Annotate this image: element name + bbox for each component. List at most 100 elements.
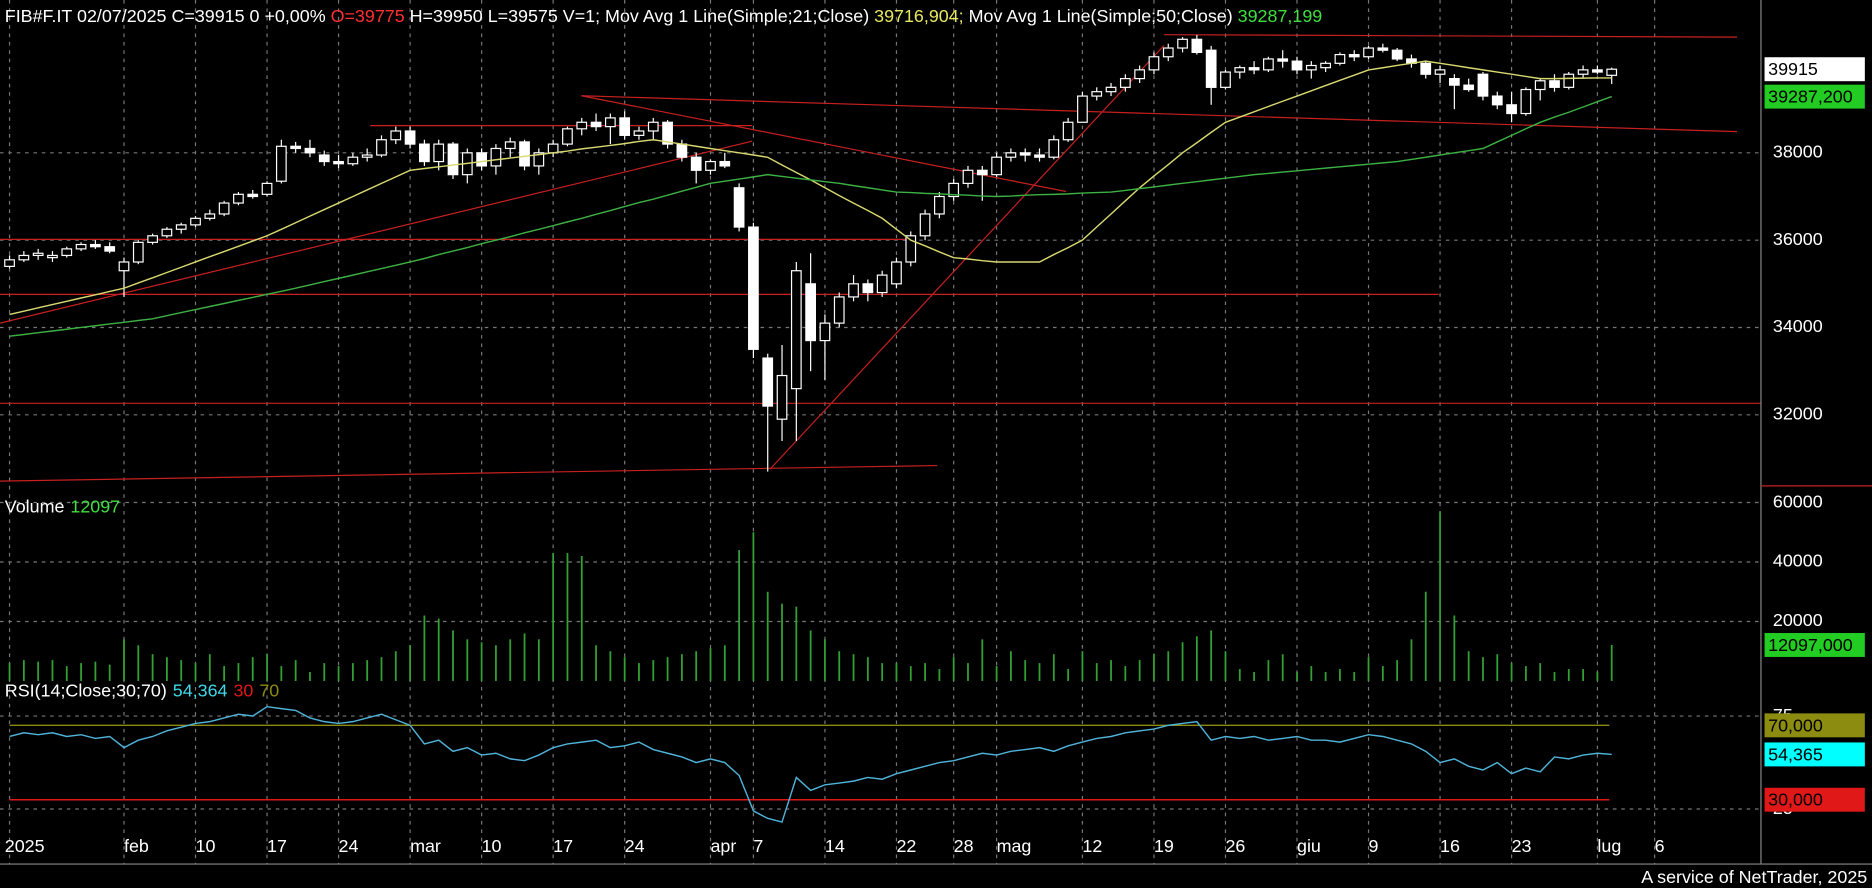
candle-body bbox=[1091, 91, 1103, 97]
trend-lines bbox=[0, 34, 1761, 482]
y-tick-label: 60000 bbox=[1773, 491, 1823, 511]
candle-body bbox=[905, 235, 917, 263]
candle-body bbox=[175, 224, 187, 230]
candle-body bbox=[919, 213, 931, 237]
x-tick-label: 17 bbox=[267, 836, 287, 856]
candle-body bbox=[948, 182, 960, 198]
candle-body bbox=[790, 270, 802, 390]
y-tick-label: 36000 bbox=[1773, 229, 1823, 249]
candle-body bbox=[962, 169, 974, 184]
candle-body bbox=[1534, 80, 1546, 91]
rsi-title-text: RSI(14;Close;30;70) bbox=[5, 680, 167, 700]
value-marker bbox=[1764, 57, 1865, 82]
candle-body bbox=[347, 156, 359, 165]
x-tick-label: 17 bbox=[553, 836, 573, 856]
candle-body bbox=[891, 261, 902, 285]
trend-line bbox=[581, 95, 1067, 193]
candle-body bbox=[833, 296, 845, 324]
candle-body bbox=[1263, 58, 1274, 71]
header-segment: Mov Avg 1 Line(Simple;50;Close) bbox=[964, 5, 1233, 25]
rsi-line bbox=[9, 705, 1612, 823]
value-marker bbox=[1764, 787, 1865, 812]
header-segment: FIB#F.IT 02/07/2025 C=39915 0 +0,00% bbox=[5, 5, 326, 25]
candle-body bbox=[1434, 69, 1446, 75]
candle-body bbox=[1191, 38, 1203, 53]
candle-body bbox=[1448, 77, 1460, 86]
candle-body bbox=[376, 139, 387, 156]
candle-body bbox=[633, 130, 645, 136]
x-tick-label: 14 bbox=[825, 836, 845, 856]
candle-body bbox=[433, 143, 445, 163]
candle-body bbox=[676, 143, 688, 158]
candle-body bbox=[261, 182, 273, 195]
candle-body bbox=[976, 169, 988, 176]
candle-body bbox=[762, 357, 774, 407]
x-tick-label: 22 bbox=[896, 836, 916, 856]
volume-title: Volume 12097 bbox=[5, 496, 120, 516]
candle-body bbox=[934, 195, 945, 215]
candle-body bbox=[519, 141, 530, 167]
value-marker-label: 39915 bbox=[1768, 59, 1818, 79]
x-tick-label: mar bbox=[410, 836, 441, 856]
candle-body bbox=[18, 254, 30, 261]
volume-title-text: Volume bbox=[5, 496, 65, 516]
candle-body bbox=[1363, 47, 1374, 58]
value-marker bbox=[1764, 633, 1865, 657]
header-segment: H=39950 L=39575 V=1; bbox=[405, 5, 600, 25]
x-tick-label: mag bbox=[997, 836, 1032, 856]
candle-body bbox=[547, 143, 559, 154]
y-tick-label: 34000 bbox=[1773, 316, 1823, 336]
value-marker bbox=[1764, 742, 1865, 767]
candle-body bbox=[104, 246, 116, 252]
x-tick-label: 24 bbox=[339, 836, 359, 856]
x-tick-label: 26 bbox=[1225, 836, 1245, 856]
candle-body bbox=[1277, 58, 1289, 62]
value-marker bbox=[1764, 84, 1865, 109]
x-tick-label: 10 bbox=[482, 836, 502, 856]
candle-body bbox=[1119, 77, 1131, 88]
x-tick-label: 23 bbox=[1512, 836, 1532, 856]
x-tick-label: apr bbox=[710, 836, 736, 856]
candle-body bbox=[476, 152, 487, 167]
trend-line bbox=[769, 45, 1165, 470]
candle-body bbox=[1105, 86, 1117, 93]
candle-body bbox=[233, 193, 244, 204]
candle-body bbox=[1549, 80, 1560, 88]
candle-body bbox=[848, 283, 859, 298]
candle-body bbox=[161, 228, 173, 237]
y-tick-label: 38000 bbox=[1773, 142, 1823, 162]
candle-body bbox=[490, 147, 502, 167]
candle-body bbox=[862, 283, 874, 294]
candle-body bbox=[1520, 88, 1532, 115]
candle-body bbox=[304, 147, 316, 154]
candle-body bbox=[290, 145, 302, 150]
candle-body bbox=[719, 160, 731, 167]
candle-body bbox=[4, 259, 15, 267]
trend-line bbox=[0, 140, 753, 324]
candle-body bbox=[132, 241, 144, 263]
value-marker-label: 54,365 bbox=[1768, 744, 1823, 764]
grid bbox=[0, 0, 1761, 865]
candle-body bbox=[1491, 95, 1503, 106]
x-tick-label: feb bbox=[124, 836, 149, 856]
x-tick-label: 9 bbox=[1369, 836, 1379, 856]
value-marker-label: 12097,000 bbox=[1768, 635, 1853, 655]
volume-last: 12097 bbox=[70, 496, 120, 516]
candle-body bbox=[333, 160, 344, 165]
candle-body bbox=[218, 202, 230, 215]
candle-body bbox=[819, 322, 831, 342]
candle-body bbox=[1477, 73, 1489, 97]
rsi-level-high: 70 bbox=[259, 680, 279, 700]
candle-body bbox=[576, 121, 588, 130]
candle-body bbox=[447, 143, 459, 176]
candle-body bbox=[32, 252, 44, 257]
y-tick-label: 32000 bbox=[1773, 404, 1823, 424]
candle-body bbox=[1377, 47, 1389, 51]
candle-body bbox=[748, 226, 759, 350]
candle-body bbox=[1348, 53, 1360, 58]
x-tick-label: 6 bbox=[1655, 836, 1665, 856]
rsi-title: RSI(14;Close;30;70) 54,364 30 70 bbox=[5, 680, 279, 700]
candle-body bbox=[647, 121, 659, 132]
